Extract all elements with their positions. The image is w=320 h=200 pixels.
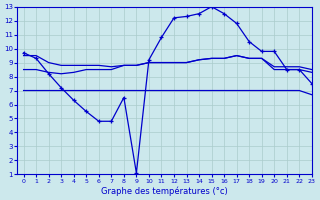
X-axis label: Graphe des températures (°c): Graphe des températures (°c) (101, 186, 228, 196)
